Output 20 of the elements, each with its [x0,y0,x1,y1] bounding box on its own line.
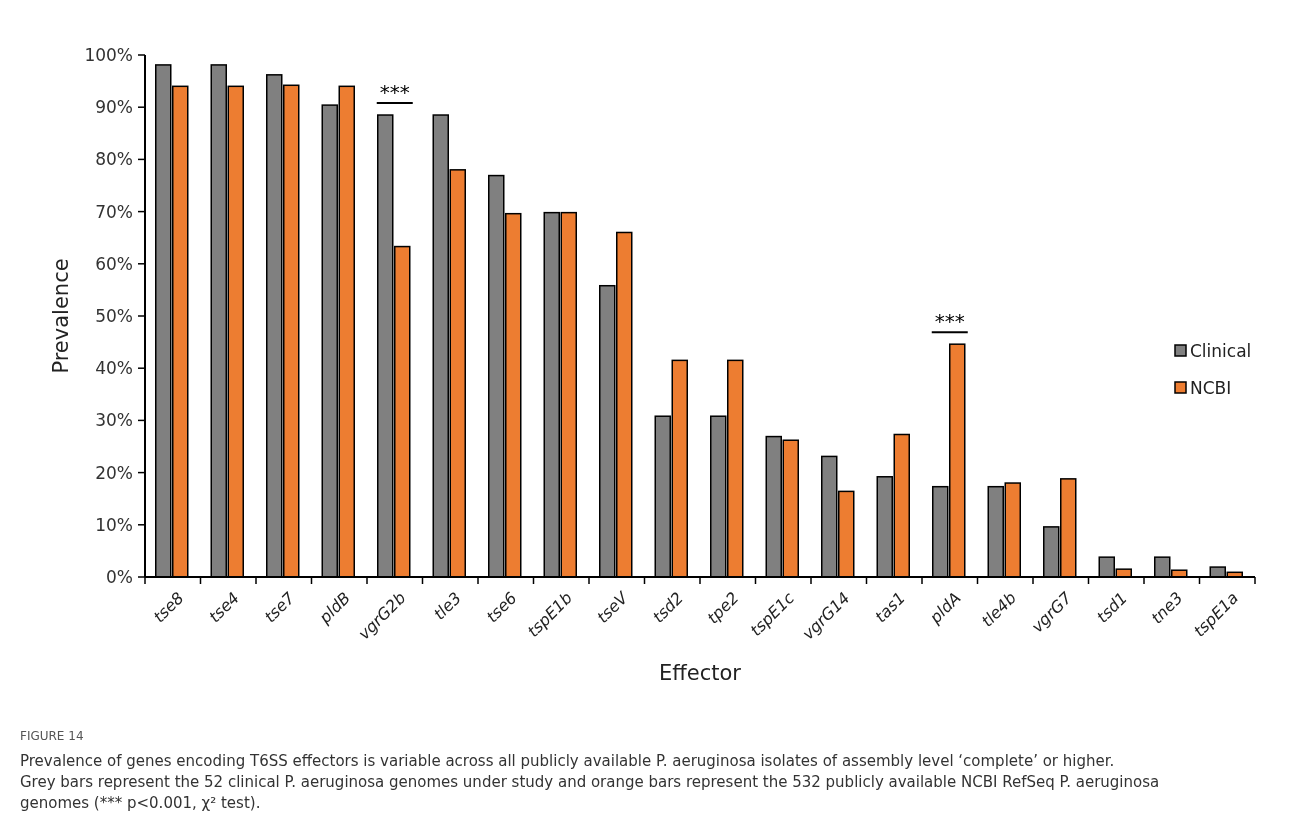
y-tick-label: 60% [95,253,133,274]
y-tick-label: 40% [95,358,133,379]
y-tick-label: 30% [95,410,133,431]
y-tick-label: 0% [106,566,133,587]
y-tick-label: 80% [95,149,133,170]
y-tick-label: 90% [95,97,133,118]
x-axis-title: Effector [659,661,742,685]
y-tick-label: 100% [84,44,133,65]
y-tick-label: 10% [95,514,133,535]
annotation: *** [934,309,965,334]
text: Prevalence of genes encoding T6SS effectors is variable across all publicly available P. aeruginosa isolates of assembly level ‘complete’ or higher. Grey bars represent the 52 clinical P. aeruginosa genomes under study and orange bars represent the 532 publicly available NCBI RefSeq P. aeruginosa genomes (*** p<0.001, χ² test). [20,752,1160,812]
x-tick-label: tle3 [429,588,465,624]
annotation: *** [379,80,410,105]
caption: FIGURE 14 [20,729,84,743]
legend-label: Clinical [1190,340,1252,361]
legend-label: NCBI [1190,377,1232,398]
y-axis-title: Prevalence [49,258,73,374]
y-tick-label: 20% [95,462,133,483]
y-tick-label: 70% [95,201,133,222]
y-tick-label: 50% [95,305,133,326]
